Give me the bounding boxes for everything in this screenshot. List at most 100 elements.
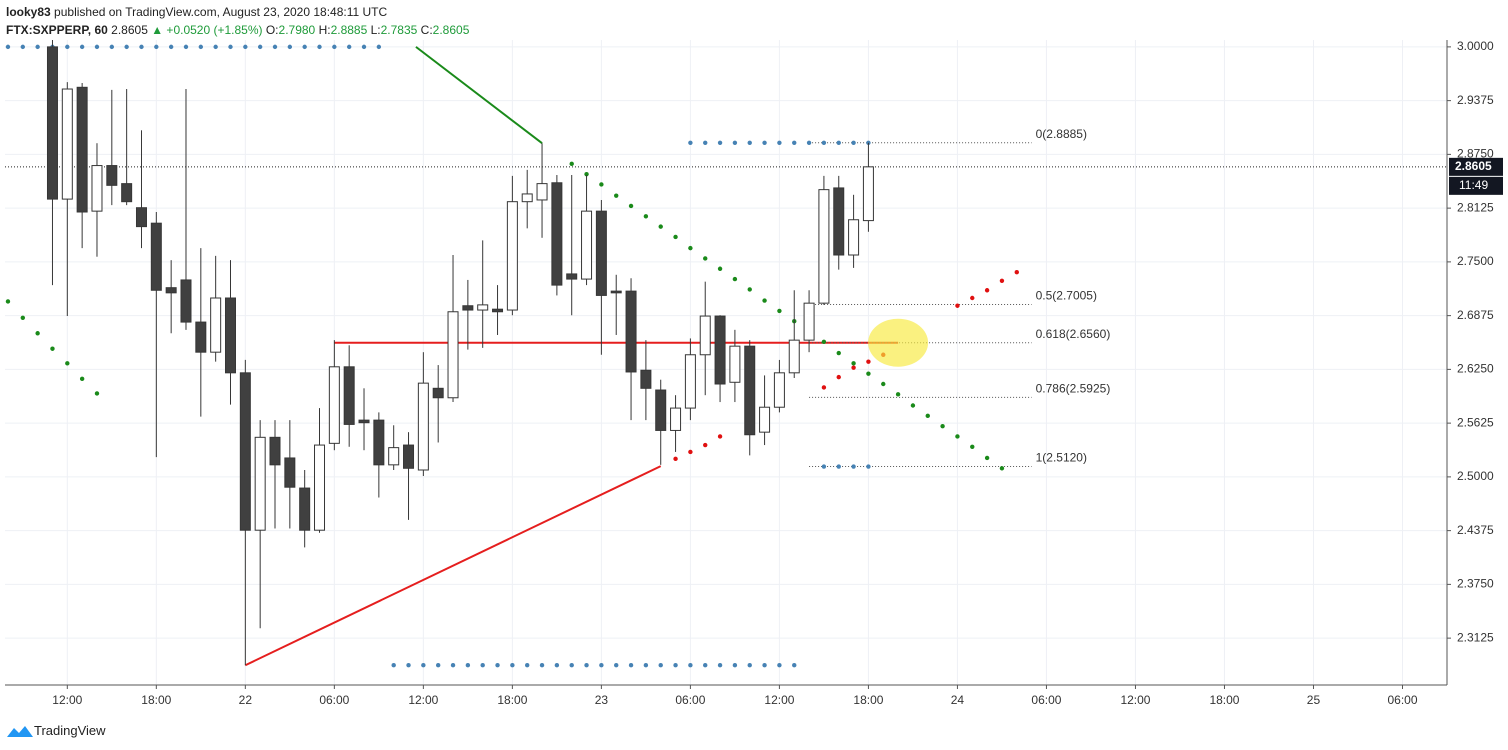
ohlc-value: 2.7980 [278,23,316,37]
candle-body [76,86,88,213]
brand[interactable]: TradingView [34,723,106,738]
candle-body [833,187,845,256]
symbol[interactable]: FTX:SXPPERP, 60 [6,23,108,37]
indicator-dot [940,423,945,429]
level-dot [79,44,85,50]
user[interactable]: looky83 [6,5,51,19]
trendline [244,465,662,667]
level-dot [747,663,752,668]
indicator-dot [688,449,693,455]
indicator-dot [599,182,604,187]
candle-body [403,444,415,469]
candle-body [417,382,429,471]
level-dot [332,44,337,50]
ohlc-value: 2.8885 [330,23,368,37]
level-dot [777,663,782,668]
candle-body [551,182,563,286]
candle-body [46,46,58,200]
indicator-dot [762,298,767,303]
indicator-dot [628,203,634,209]
ohlc-key: L: [370,23,381,37]
candle-body [150,222,162,291]
level-dot [539,663,545,668]
level-dot [435,663,441,668]
ohlc-key: H: [318,23,331,37]
candle-body [91,165,103,212]
candle-body [180,279,192,323]
candle-body [224,297,236,374]
indicator-dot [984,455,990,461]
level-dot [628,663,634,668]
level-dot [213,44,218,50]
y-tick-label: 2.3750 [1457,577,1494,591]
candle-body [477,304,489,311]
level-dot [198,44,204,50]
candle-body [195,321,207,353]
y-tick-label: 2.3125 [1457,630,1494,644]
y-tick-label: 2.5625 [1457,415,1494,429]
level-dot [124,44,129,50]
indicator-dot [821,385,827,390]
ohlc-value: 2.7835 [380,23,418,37]
candle-body [373,419,385,466]
publish-line: looky83 published on TradingView.com, Au… [6,5,387,19]
candle-body [818,189,830,304]
candle-body [566,273,578,280]
ohlc-key: C: [420,23,433,37]
candle-body [269,436,281,466]
level-dot [821,464,827,469]
indicator-dot [955,303,960,308]
level-dot [569,663,574,668]
y-tick-label: 2.6875 [1457,308,1494,322]
candle-body [670,407,682,431]
x-tick-label: 06:00 [675,693,705,707]
last-price-badge [1449,157,1503,176]
candle-body [625,290,637,373]
x-tick-label: 18:00 [853,693,883,707]
countdown: 11:49 [1459,178,1488,192]
level-dot [584,663,589,668]
logo-icon [7,726,33,737]
level-dot [35,44,40,50]
level-dot [614,663,619,668]
level-dot [406,663,411,668]
candle-body [358,419,370,424]
price: 2.8605 [111,23,148,37]
candle-body [432,387,444,399]
x-tick-label: 18:00 [497,693,527,707]
level-dot [792,140,797,145]
indicator-dot [673,456,678,462]
indicator-dot [821,339,827,345]
x-tick-label: 06:00 [319,693,349,707]
countdown-badge [1449,176,1503,195]
level-dot [480,663,485,668]
level-dot [732,663,738,668]
y-tick-label: 2.5000 [1457,469,1494,483]
level-dot [168,44,174,50]
indicator-dot [1014,270,1019,275]
level-dot [703,663,708,668]
indicator-dot [79,376,85,382]
level-dot [391,663,396,668]
indicator-dot [999,278,1005,283]
level-dot [272,44,278,50]
candle-body [714,315,726,385]
candle-body [536,183,548,201]
level-dot [777,140,782,145]
candle-body [595,210,607,296]
indicator-dot [703,442,708,448]
level-dot [762,140,767,145]
candle-body [135,207,147,228]
indicator-dot [910,403,916,408]
level-dot [109,44,115,50]
candle-body [328,366,340,444]
level-dot [317,44,322,50]
candle-body [299,487,311,531]
level-dot [525,663,530,668]
candle-body [492,308,504,313]
candle-body [744,345,756,436]
indicator-dot [703,256,708,261]
candle-body [343,366,355,425]
level-dot [376,44,382,50]
